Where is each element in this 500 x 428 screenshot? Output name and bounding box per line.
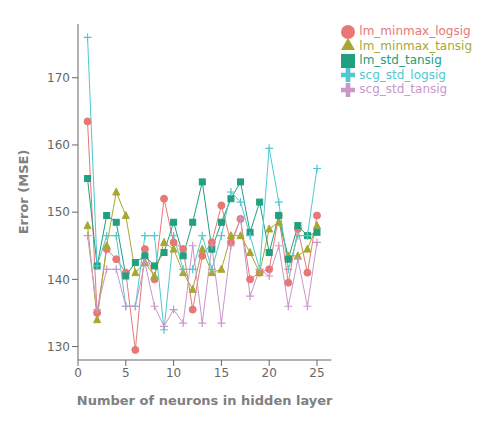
html-text:lm_minmax_tansig: lm_minmax_tansig [359,38,472,53]
svg-text:Number of neurons in hidden la: Number of neurons in hidden layer [77,393,333,408]
svg-text:170: 170 [47,71,70,85]
svg-text:160: 160 [47,138,70,152]
svg-text:5: 5 [122,366,130,380]
svg-text:Error (MSE): Error (MSE) [16,150,31,235]
html-text:lm_std_tansig: lm_std_tansig [359,53,442,67]
html-text:scg_std_tansig: scg_std_tansig [359,82,448,96]
svg-text:140: 140 [47,273,70,287]
svg-text:15: 15 [214,366,229,380]
svg-text:10: 10 [166,366,181,380]
svg-text:20: 20 [262,366,277,380]
svg-text:150: 150 [47,205,70,219]
svg-text:130: 130 [47,340,70,354]
svg-text:25: 25 [309,366,324,380]
html-text:scg_std_logsig: scg_std_logsig [359,67,446,82]
svg-text:0: 0 [74,366,82,380]
html-text:lm_minmax_logsig: lm_minmax_logsig [359,24,471,38]
